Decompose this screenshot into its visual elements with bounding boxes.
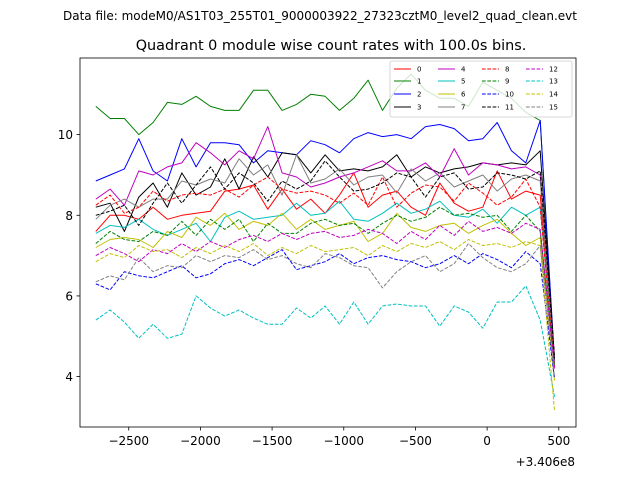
legend-entry-13: 13 xyxy=(526,78,558,86)
x-tick-label: −2500 xyxy=(108,434,149,448)
chart-title: Quadrant 0 module wise count rates with … xyxy=(136,38,527,54)
legend-label: 6 xyxy=(461,91,466,99)
legend-label: 5 xyxy=(461,78,465,86)
series-line-8 xyxy=(95,176,555,367)
figure-suptitle: Data file: modeM0/AS1T03_255T01_90000039… xyxy=(63,9,577,23)
series-line-14 xyxy=(95,239,555,411)
legend-frame xyxy=(389,60,573,118)
x-tick-label: −1500 xyxy=(252,434,293,448)
legend-label: 2 xyxy=(417,91,421,99)
x-tick-label: −1000 xyxy=(323,434,364,448)
legend-label: 12 xyxy=(549,66,558,74)
legend-label: 4 xyxy=(461,66,466,74)
legend-entry-4: 4 xyxy=(438,66,466,74)
legend-label: 10 xyxy=(505,91,514,99)
series-line-10 xyxy=(95,249,555,379)
series-line-15 xyxy=(95,243,555,377)
legend-entry-2: 2 xyxy=(394,91,421,99)
series-line-11 xyxy=(95,160,555,359)
y-tick-label: 6 xyxy=(65,289,73,303)
legend-label: 9 xyxy=(505,78,509,86)
legend-label: 7 xyxy=(461,104,465,112)
x-tick-label: −500 xyxy=(399,434,432,448)
legend-entry-0: 0 xyxy=(394,66,421,74)
series-line-4 xyxy=(95,126,555,361)
legend-entry-14: 14 xyxy=(526,91,558,99)
legend-entry-12: 12 xyxy=(526,66,558,74)
legend-entry-9: 9 xyxy=(482,78,509,86)
x-tick-label: 0 xyxy=(483,434,491,448)
series-line-7 xyxy=(95,154,555,365)
y-tick-label: 8 xyxy=(65,209,73,223)
legend-entry-1: 1 xyxy=(394,78,421,86)
legend-label: 1 xyxy=(417,78,421,86)
x-axis: −2500 −2000 −1500 −1000 −500 0 500 xyxy=(108,427,570,448)
series-line-3 xyxy=(95,150,555,359)
x-offset-label: +3.406e8 xyxy=(516,455,575,469)
series-line-9 xyxy=(95,206,555,365)
series-line-2 xyxy=(95,120,555,361)
y-tick-label: 10 xyxy=(58,128,73,142)
series-line-13 xyxy=(95,285,555,397)
x-tick-label: −2000 xyxy=(180,434,221,448)
y-axis: 4 6 8 10 xyxy=(58,128,80,384)
legend-label: 15 xyxy=(549,104,558,112)
axes-frame xyxy=(79,57,577,428)
y-tick-label: 4 xyxy=(65,370,73,384)
x-tick-label: 500 xyxy=(547,434,570,448)
legend-label: 3 xyxy=(417,104,421,112)
legend-entry-11: 11 xyxy=(482,104,514,112)
legend-entry-10: 10 xyxy=(482,91,514,99)
legend-entry-7: 7 xyxy=(438,104,465,112)
series-line-12 xyxy=(95,220,555,369)
legend-entry-15: 15 xyxy=(526,104,558,112)
legend-label: 13 xyxy=(549,78,558,86)
legend-entry-8: 8 xyxy=(482,66,509,74)
legend-label: 14 xyxy=(549,91,558,99)
legend-entry-5: 5 xyxy=(438,78,465,86)
legend-entry-6: 6 xyxy=(438,91,466,99)
legend-label: 0 xyxy=(417,66,421,74)
series-layer xyxy=(95,73,555,411)
legend-label: 8 xyxy=(505,66,509,74)
legend-entry-3: 3 xyxy=(394,104,421,112)
legend-label: 11 xyxy=(505,104,514,112)
